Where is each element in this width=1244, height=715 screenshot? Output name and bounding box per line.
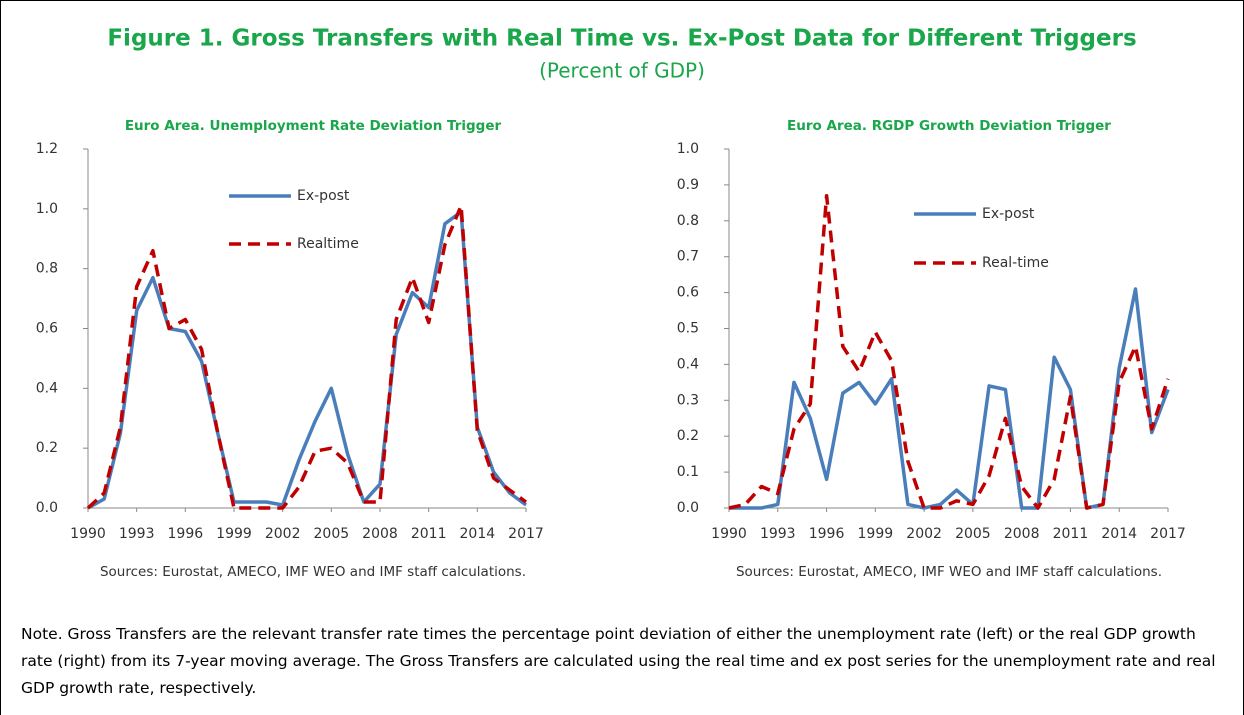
- series-line: [728, 193, 1170, 510]
- note: Note. Gross Transfers are the relevant t…: [21, 625, 1216, 697]
- figure: Figure 1. Gross Transfers with Real Time…: [36, 26, 1186, 581]
- x-tick-label: 2014: [460, 526, 496, 542]
- y-tick-label: 0.8: [36, 261, 58, 277]
- y-tick-label: 1.0: [36, 201, 58, 217]
- chart-title: Euro Area. Unemployment Rate Deviation T…: [125, 118, 502, 134]
- x-tick-label: 2008: [1004, 526, 1040, 542]
- x-tick-label: 2014: [1101, 526, 1137, 542]
- legend-label: Ex-post: [297, 188, 350, 204]
- x-tick-label: 2005: [314, 526, 350, 542]
- legend-label: Ex-post: [982, 206, 1035, 222]
- series-line: [87, 210, 528, 510]
- x-tick-label: 2005: [955, 526, 991, 542]
- x-tick-label: 2002: [906, 526, 942, 542]
- x-tick-label: 1999: [216, 526, 252, 542]
- y-tick-label: 0.4: [677, 356, 699, 372]
- y-tick-label: 0.5: [677, 321, 699, 337]
- y-tick-label: 0.3: [677, 392, 699, 408]
- x-tick-label: 1999: [858, 526, 894, 542]
- y-tick-label: 0.0: [677, 500, 699, 516]
- y-tick-label: 1.2: [36, 141, 58, 157]
- y-tick-label: 0.8: [677, 213, 699, 229]
- y-tick-label: 0.2: [36, 440, 58, 456]
- legend-label: Realtime: [297, 236, 359, 252]
- series-line: [86, 204, 528, 510]
- y-tick-label: 0.7: [677, 249, 699, 265]
- y-tick-label: 0.0: [36, 500, 58, 516]
- y-tick-label: 0.6: [677, 285, 699, 301]
- chart-title: Euro Area. RGDP Growth Deviation Trigger: [787, 118, 1111, 134]
- legend-label: Real-time: [982, 255, 1049, 271]
- y-tick-label: 1.0: [677, 141, 699, 157]
- y-tick-label: 0.1: [677, 464, 699, 480]
- x-tick-label: 1996: [809, 526, 845, 542]
- y-tick-label: 0.2: [677, 428, 699, 444]
- y-tick-label: 0.6: [36, 321, 58, 337]
- x-tick-label: 2002: [265, 526, 301, 542]
- x-tick-label: 2017: [508, 526, 544, 542]
- x-tick-label: 2011: [1053, 526, 1089, 542]
- x-tick-label: 1993: [760, 526, 796, 542]
- x-tick-label: 2008: [362, 526, 398, 542]
- x-tick-label: 1993: [119, 526, 155, 542]
- y-tick-label: 0.9: [677, 177, 699, 193]
- series-line: [729, 287, 1170, 510]
- x-tick-label: 1990: [70, 526, 106, 542]
- y-tick-label: 0.4: [36, 380, 58, 396]
- figure-subtitle: (Percent of GDP): [539, 59, 705, 83]
- chart-source: Sources: Eurostat, AMECO, IMF WEO and IM…: [736, 564, 1162, 580]
- x-tick-label: 1996: [168, 526, 204, 542]
- x-tick-label: 1990: [711, 526, 747, 542]
- x-tick-label: 2011: [411, 526, 447, 542]
- x-tick-label: 2017: [1150, 526, 1186, 542]
- figure-title: Figure 1. Gross Transfers with Real Time…: [107, 26, 1136, 52]
- chart-source: Sources: Eurostat, AMECO, IMF WEO and IM…: [100, 564, 526, 580]
